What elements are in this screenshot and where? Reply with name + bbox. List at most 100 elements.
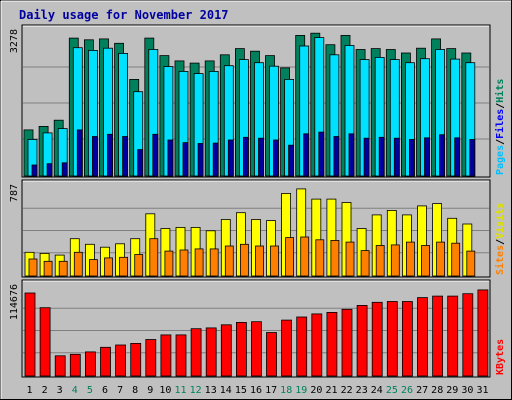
bar-pages-day-22 — [348, 133, 355, 177]
bar-sites-day-8 — [134, 254, 144, 277]
x-tick-label-day-4: 4 — [72, 385, 78, 396]
bar-kbytes-day-12 — [190, 328, 202, 377]
ymax-label: 114676 — [9, 284, 20, 320]
legend-part: Hits — [494, 79, 506, 103]
bar-kbytes-day-2 — [39, 307, 51, 377]
bar-kbytes-day-9 — [145, 339, 157, 377]
x-tick-label-day-29: 29 — [446, 385, 458, 396]
bar-sites-day-23 — [360, 250, 370, 277]
bar-sites-day-5 — [89, 259, 98, 277]
bar-kbytes-day-17 — [266, 332, 277, 377]
bar-pages-day-25 — [393, 137, 400, 177]
bar-sites-day-6 — [104, 257, 113, 277]
bar-pages-day-2 — [46, 163, 53, 177]
x-tick-label-day-5: 5 — [87, 385, 93, 396]
bar-sites-day-3 — [58, 260, 68, 277]
legend-part: / — [495, 139, 506, 145]
ymax-label: 3278 — [9, 29, 20, 53]
bar-sites-day-11 — [179, 249, 189, 277]
bar-kbytes-day-18 — [281, 319, 293, 377]
x-tick-label-day-6: 6 — [102, 385, 108, 396]
bar-sites-day-26 — [405, 241, 415, 277]
bar-pages-day-28 — [439, 134, 446, 177]
bar-kbytes-day-24 — [371, 301, 383, 377]
bar-kbytes-day-5 — [85, 351, 96, 377]
x-tick-label-day-12: 12 — [190, 385, 202, 396]
legend-part: Files — [494, 109, 506, 139]
x-tick-label-day-24: 24 — [371, 385, 383, 396]
legend-part: Visits — [494, 203, 506, 239]
bar-pages-day-18 — [288, 144, 295, 177]
bar-kbytes-day-30 — [462, 293, 474, 377]
legend-label-visits-sites: Sites/Visits — [494, 203, 506, 275]
x-tick-label-day-15: 15 — [235, 385, 247, 396]
bar-kbytes-day-31 — [477, 289, 489, 377]
legend-part: / — [495, 239, 506, 245]
bar-pages-day-23 — [363, 137, 370, 177]
bar-sites-day-1 — [28, 258, 38, 277]
bar-pages-day-29 — [454, 137, 461, 177]
bar-pages-day-20 — [318, 131, 325, 177]
bar-pages-day-26 — [408, 139, 415, 177]
x-tick-label-day-17: 17 — [265, 385, 277, 396]
bar-pages-day-10 — [167, 139, 174, 177]
bar-kbytes-day-1 — [24, 292, 36, 377]
bar-pages-day-6 — [107, 133, 113, 177]
bar-pages-day-21 — [333, 136, 340, 177]
x-tick-label-day-22: 22 — [341, 385, 353, 396]
bar-sites-day-7 — [119, 256, 128, 277]
x-tick-label-day-19: 19 — [295, 385, 307, 396]
x-tick-label-day-10: 10 — [159, 385, 171, 396]
bar-kbytes-day-16 — [251, 321, 262, 377]
bar-pages-day-4 — [76, 129, 83, 177]
bar-sites-day-15 — [239, 243, 249, 277]
bar-sites-day-27 — [421, 245, 430, 277]
bar-pages-day-13 — [212, 142, 219, 177]
bar-pages-day-9 — [152, 133, 159, 177]
bar-pages-day-14 — [227, 139, 234, 177]
bar-sites-day-2 — [43, 260, 53, 277]
bar-pages-day-12 — [197, 143, 204, 177]
legend-label-hits-files-pages: Pages/Files/Hits — [494, 79, 506, 175]
x-tick-label-day-2: 2 — [42, 385, 48, 396]
bar-sites-day-17 — [270, 245, 279, 277]
x-tick-label-day-31: 31 — [476, 385, 488, 396]
bar-sites-day-28 — [436, 241, 446, 277]
x-tick-label-day-8: 8 — [132, 385, 138, 396]
bar-kbytes-day-11 — [175, 334, 187, 377]
bar-kbytes-day-6 — [100, 346, 111, 377]
legend-part: KBytes — [495, 339, 506, 375]
x-tick-label-day-25: 25 — [386, 385, 398, 396]
bar-kbytes-day-14 — [220, 324, 232, 377]
bar-kbytes-day-19 — [296, 316, 308, 377]
x-tick-label-day-26: 26 — [401, 385, 413, 396]
bar-pages-day-17 — [273, 139, 279, 177]
x-tick-label-day-11: 11 — [174, 385, 186, 396]
bar-pages-day-27 — [424, 137, 430, 177]
bar-sites-day-4 — [73, 251, 83, 277]
x-tick-label-day-3: 3 — [57, 385, 63, 396]
bar-kbytes-day-27 — [417, 297, 428, 377]
bar-sites-day-10 — [164, 250, 174, 277]
ymax-label: 787 — [9, 184, 20, 202]
legend-part: Sites — [494, 245, 506, 275]
legend-part: Pages — [495, 145, 506, 175]
bar-pages-day-8 — [137, 149, 144, 177]
bar-kbytes-day-8 — [130, 342, 142, 377]
x-tick-label-day-23: 23 — [356, 385, 368, 396]
bar-pages-day-1 — [31, 164, 38, 177]
x-tick-label-day-7: 7 — [117, 385, 123, 396]
x-tick-label-day-18: 18 — [280, 385, 292, 396]
x-tick-label-day-20: 20 — [310, 385, 322, 396]
bar-kbytes-day-28 — [432, 295, 444, 377]
bar-kbytes-day-13 — [205, 327, 217, 377]
bar-pages-day-7 — [122, 136, 128, 177]
bar-kbytes-day-7 — [115, 344, 126, 377]
x-tick-label-day-14: 14 — [220, 385, 232, 396]
bar-kbytes-day-21 — [326, 311, 338, 377]
x-tick-label-day-30: 30 — [461, 385, 473, 396]
x-tick-label-day-9: 9 — [147, 385, 153, 396]
bar-kbytes-day-4 — [69, 353, 81, 377]
